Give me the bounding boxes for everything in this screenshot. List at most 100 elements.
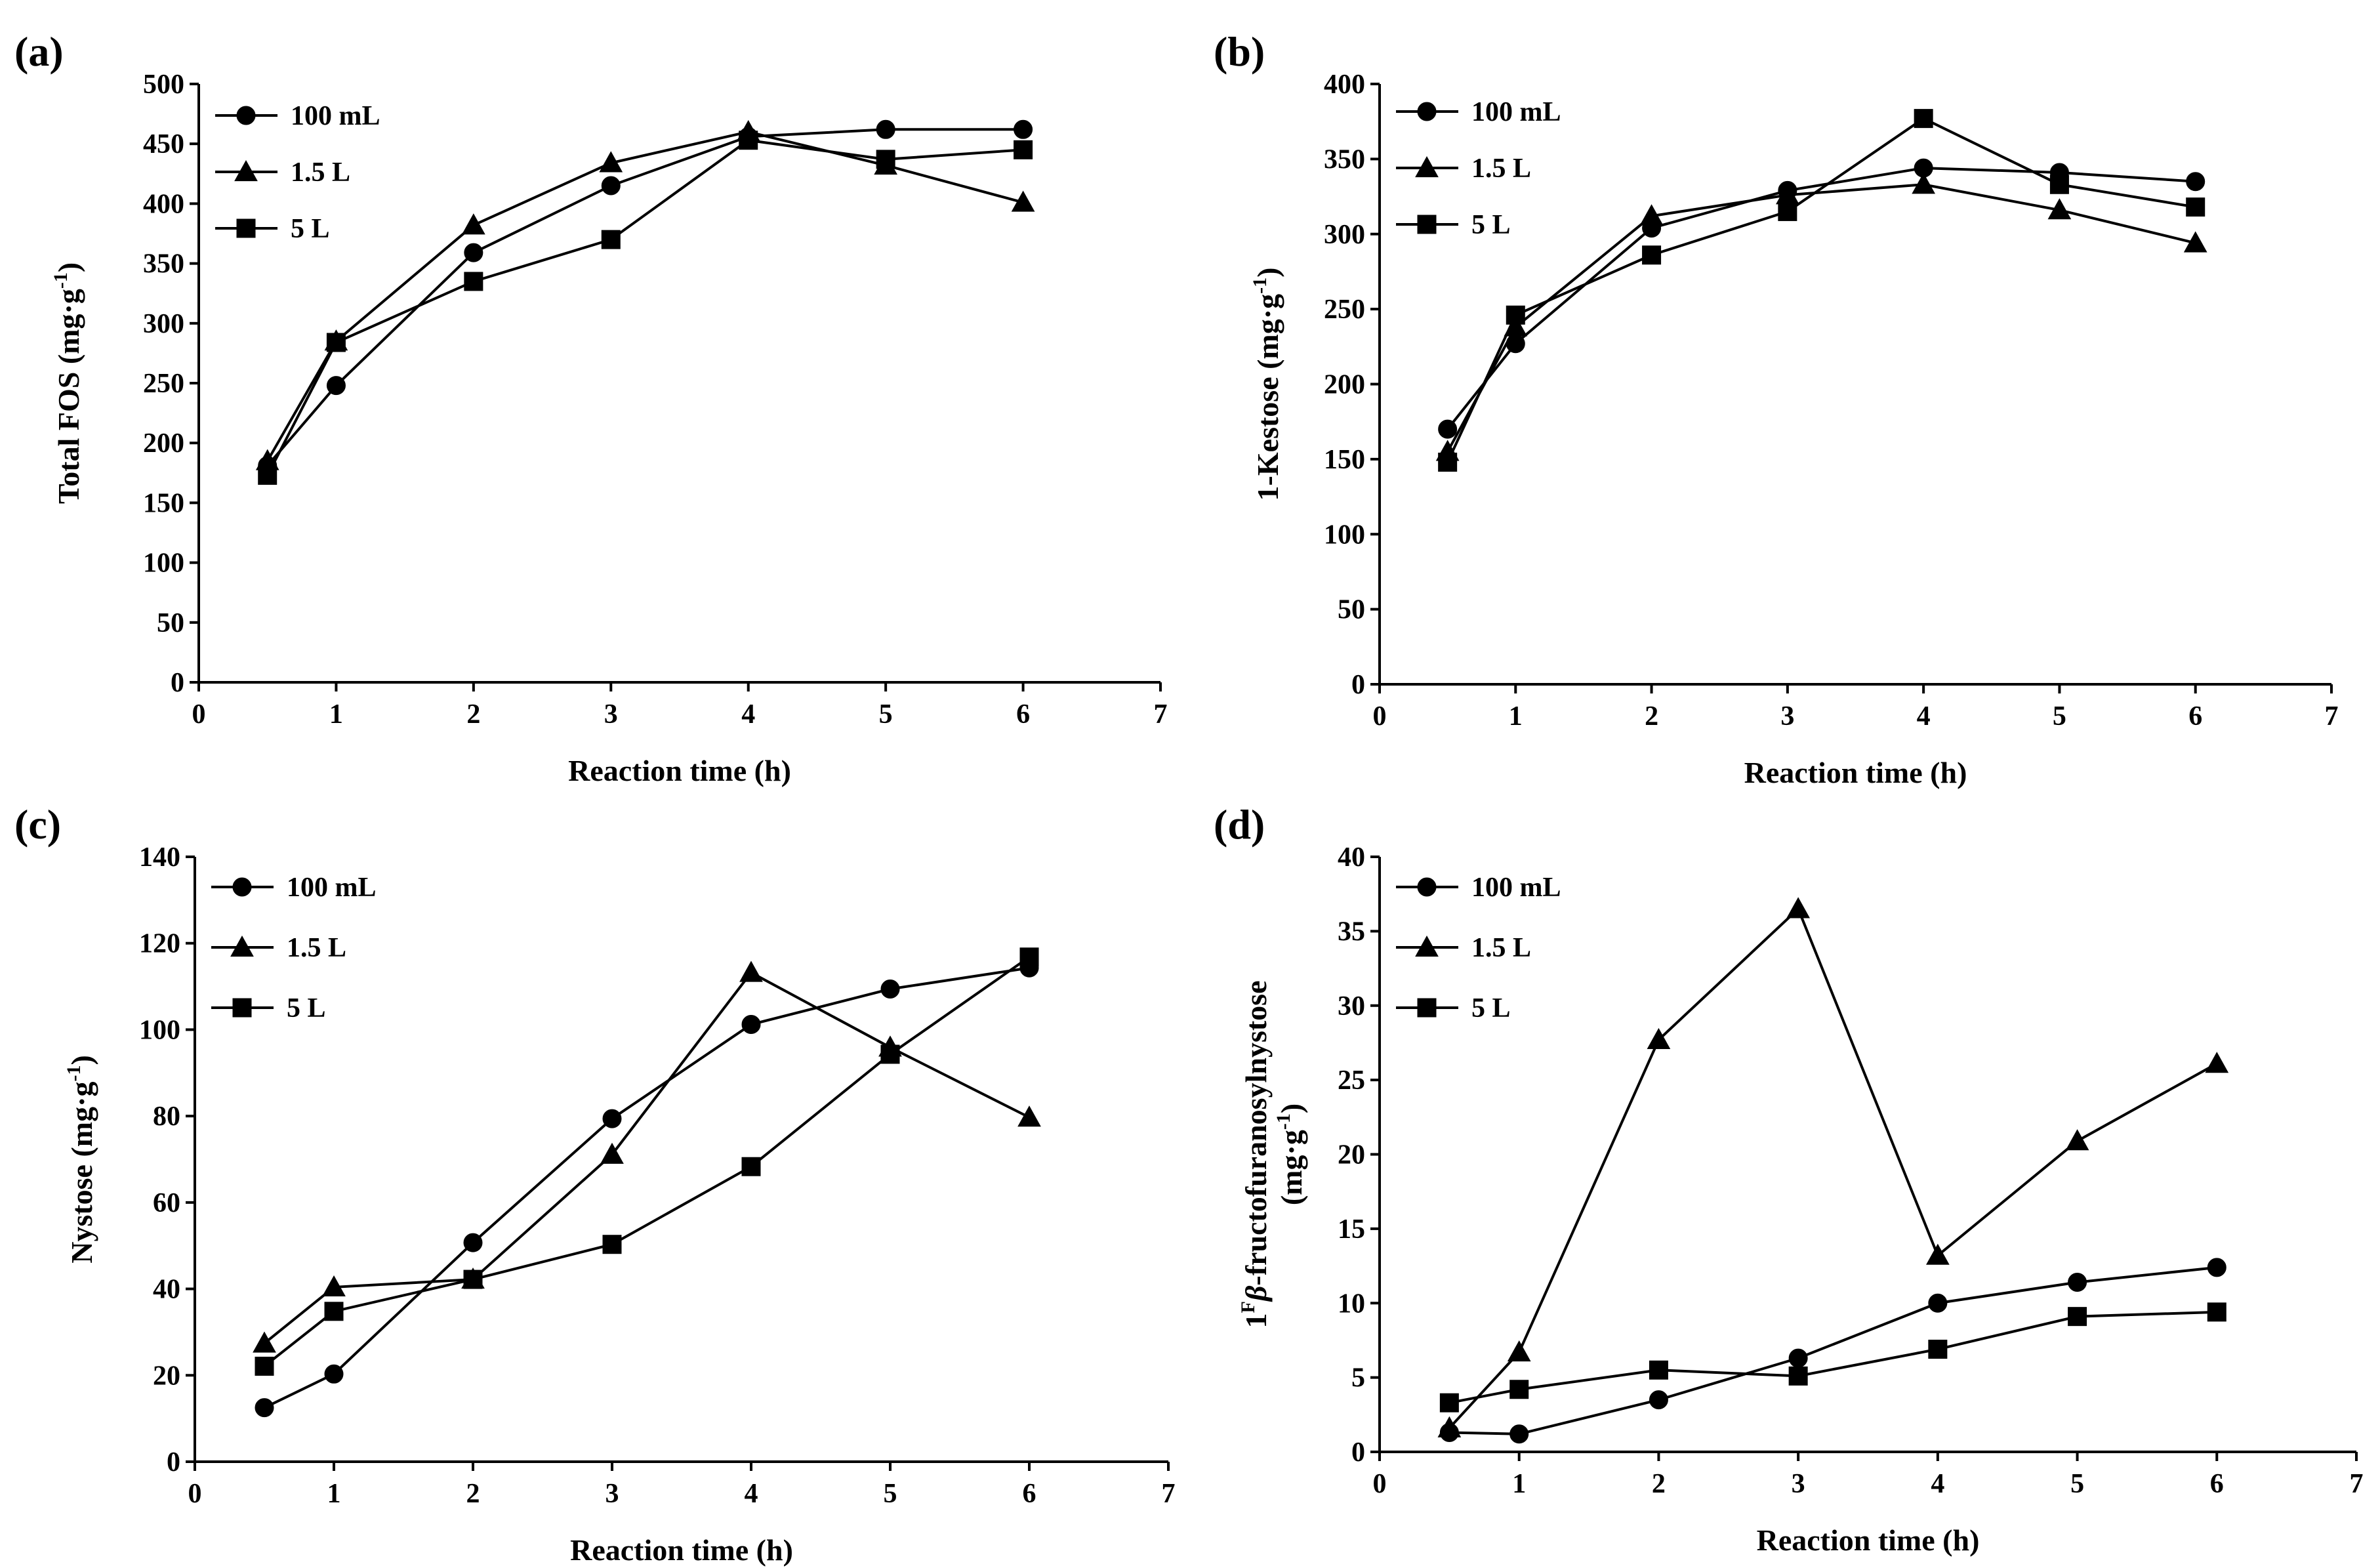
y-tick-label: 500 (143, 70, 184, 100)
data-point (1649, 1390, 1668, 1410)
data-point (2068, 1307, 2087, 1327)
data-point (1788, 1366, 1808, 1386)
series-line (264, 966, 1030, 1409)
x-tick-label: 1 (329, 699, 343, 730)
y-tick-label: 250 (1324, 295, 1365, 325)
data-point (1014, 140, 1033, 159)
y-axis-title-tail: ) (52, 262, 85, 272)
data-point (741, 1015, 761, 1035)
x-axis-title: Reaction time (h) (1744, 756, 1967, 789)
y-tick-label: 20 (153, 1361, 180, 1391)
y-axis-title-sup: -1 (63, 1065, 85, 1082)
x-tick-label: 1 (1509, 701, 1523, 732)
legend-label: 1.5 L (287, 933, 346, 963)
data-point (2068, 1273, 2087, 1292)
y-tick-label: 40 (153, 1275, 180, 1305)
series-line (263, 970, 1030, 1345)
data-point (599, 151, 623, 173)
y-axis-title: Nystose (mg·g-1) (63, 1055, 98, 1264)
legend-marker (1415, 155, 1439, 178)
y-axis-title-sup: -1 (50, 272, 72, 289)
data-point (2207, 1302, 2226, 1322)
y-tick-label: 250 (143, 369, 184, 399)
data-point (1014, 119, 1033, 139)
x-tick-label: 7 (2350, 1469, 2364, 1499)
x-tick-label: 2 (1652, 1469, 1666, 1499)
y-tick-label: 80 (153, 1102, 180, 1132)
legend: 100 mL 1.5 L 5 L (1396, 873, 1561, 1023)
data-point (876, 119, 895, 139)
data-point (1912, 173, 1935, 194)
data-point (1011, 190, 1035, 212)
data-point (1438, 452, 1458, 472)
data-point (602, 1235, 622, 1254)
x-tick-label: 7 (1154, 699, 1168, 730)
x-tick-label: 5 (884, 1479, 897, 1509)
data-point (876, 150, 895, 169)
y-tick-label: 350 (1324, 144, 1365, 175)
x-tick-label: 0 (188, 1479, 202, 1509)
data-point (741, 1157, 761, 1176)
data-point (2065, 1129, 2089, 1151)
series-line (263, 956, 1031, 1368)
legend-marker (230, 935, 254, 957)
x-tick-label: 5 (2053, 701, 2066, 732)
y-axis-title-tail: ) (1275, 1104, 1308, 1113)
data-point (1438, 419, 1458, 439)
panel-label: (c) (14, 801, 61, 848)
y-axis-title: 1-Kestose (mg·g-1) (1249, 268, 1284, 501)
y-tick-label: 40 (1338, 842, 1365, 873)
data-point (601, 230, 621, 249)
y-tick-label: 400 (1324, 70, 1365, 100)
x-tick-label: 5 (879, 699, 893, 730)
series-1-5-l (1437, 897, 2229, 1437)
y-tick-label: 5 (1351, 1363, 1365, 1393)
x-tick-label: 6 (2210, 1469, 2224, 1499)
y-axis-title-prefix-sup: F (1237, 1301, 1259, 1313)
y-axis-title-main: 1-Kestose (mg·g (1251, 294, 1284, 501)
y-tick-label: 0 (167, 1447, 180, 1477)
series-5-l (1438, 109, 2206, 472)
data-point (1017, 1105, 1041, 1127)
x-axis-title: Reaction time (h) (1757, 1523, 1980, 1557)
series-5-l (255, 947, 1039, 1376)
legend-label: 5 L (287, 993, 326, 1023)
series-line (1449, 1266, 2217, 1435)
y-tick-label: 100 (139, 1015, 180, 1045)
data-point (324, 1364, 344, 1384)
data-point (253, 1331, 276, 1353)
data-point (1649, 1360, 1668, 1380)
y-tick-label: 350 (143, 249, 184, 279)
series-line (266, 128, 1023, 467)
data-point (463, 1269, 483, 1289)
data-point (1437, 1416, 1462, 1437)
panel-label: (d) (1214, 801, 1265, 848)
legend-marker (1417, 215, 1437, 234)
legend-marker (236, 218, 256, 238)
series-1-5-l (253, 960, 1041, 1353)
data-point (1019, 947, 1039, 967)
data-point (326, 376, 346, 396)
legend-label: 5 L (291, 214, 330, 244)
y-axis-title-units: (mg·g (1275, 1130, 1308, 1205)
legend-label: 100 mL (1471, 873, 1561, 903)
y-tick-label: 25 (1338, 1065, 1365, 1096)
data-point (1647, 1027, 1671, 1050)
y-axis-title: Total FOS (mg·g-1) (50, 262, 85, 504)
y-tick-label: 400 (143, 189, 184, 219)
data-point (464, 272, 483, 291)
y-tick-label: 15 (1338, 1214, 1365, 1245)
legend-marker (1415, 935, 1439, 957)
data-point (880, 980, 900, 999)
series-line (1448, 906, 2218, 1430)
legend-marker (1417, 998, 1437, 1018)
x-tick-label: 0 (192, 699, 206, 730)
data-point (602, 1109, 622, 1128)
x-tick-label: 3 (1780, 701, 1794, 732)
series-5-l (1439, 1302, 2226, 1413)
y-tick-label: 450 (143, 129, 184, 159)
data-point (880, 1044, 900, 1064)
series-line (266, 138, 1023, 476)
legend-label: 1.5 L (291, 157, 350, 188)
x-tick-label: 3 (605, 1479, 619, 1509)
